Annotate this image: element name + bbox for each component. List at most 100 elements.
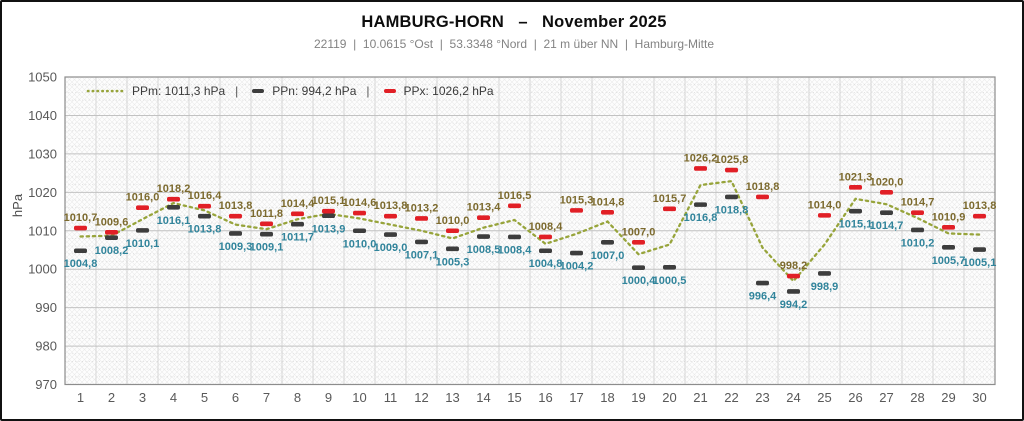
ppn-marker-day-23 <box>756 280 769 286</box>
ppn-marker-day-10 <box>353 228 366 234</box>
ppx-marker-day-19 <box>632 239 645 245</box>
x-tick-8: 8 <box>294 390 301 405</box>
ppn-marker-day-9 <box>322 213 335 219</box>
y-tick-1020: 1020 <box>28 185 57 200</box>
ppn-label-day-30: 1005,1 <box>963 257 997 269</box>
ppx-marker-day-29 <box>942 224 955 230</box>
ppn-marker-day-4 <box>167 205 180 210</box>
legend-item-ppx: PPx: 1026,2 hPa <box>383 84 494 98</box>
x-tick-11: 11 <box>384 390 398 405</box>
ppn-label-day-8: 1011,7 <box>281 232 314 244</box>
y-tick-1030: 1030 <box>28 146 57 161</box>
ppn-marker-day-26 <box>849 208 862 214</box>
ppn-label-day-24: 994,2 <box>780 299 808 311</box>
ppn-marker-day-1 <box>74 248 87 254</box>
ppn-marker-day-2 <box>105 235 118 240</box>
ppn-marker-day-18 <box>601 239 614 245</box>
ppx-label-day-18: 1014,8 <box>591 196 625 208</box>
ppx-marker-day-28 <box>911 210 924 215</box>
ppx-label-day-30: 1013,8 <box>963 200 997 212</box>
chart-header: HAMBURG-HORN – November 2025 22119 | 10.… <box>2 2 1022 51</box>
ppx-label-day-26: 1021,3 <box>839 171 873 183</box>
x-tick-22: 22 <box>724 390 738 405</box>
x-tick-28: 28 <box>910 390 924 405</box>
ppx-marker-day-30 <box>973 213 986 219</box>
ppx-marker-day-4 <box>167 196 180 202</box>
ppn-marker-day-22 <box>725 194 738 200</box>
ppn-label-day-19: 1000,4 <box>622 275 657 287</box>
ppx-label-day-4: 1018,2 <box>157 183 191 195</box>
legend: PPm: 1011,3 hPa | PPn: 994,2 hPa | PPx: … <box>86 84 494 98</box>
x-tick-12: 12 <box>414 390 428 405</box>
ppx-marker-day-9 <box>322 208 335 214</box>
legend-label-ppx: PPx: 1026,2 hPa <box>403 84 494 98</box>
ppx-marker-day-20 <box>663 206 676 212</box>
ppx-label-day-28: 1014,7 <box>901 197 935 209</box>
ppn-marker-day-8 <box>291 221 304 227</box>
ppx-marker-day-21 <box>694 166 707 171</box>
ppn-label-day-10: 1010,0 <box>343 238 377 250</box>
ppm-dotted-line-icon <box>86 89 124 93</box>
ppn-label-day-23: 996,4 <box>749 291 777 303</box>
x-tick-24: 24 <box>786 390 800 405</box>
ppx-label-day-14: 1013,4 <box>467 202 502 214</box>
ppn-label-day-7: 1009,1 <box>250 242 284 254</box>
ppn-marker-day-20 <box>663 264 676 270</box>
y-tick-980: 980 <box>35 339 57 354</box>
ppn-label-day-21: 1016,8 <box>684 212 718 224</box>
ppx-label-day-15: 1016,5 <box>498 190 532 202</box>
ppx-marker-day-17 <box>570 208 583 213</box>
legend-label-ppm: PPm: 1011,3 hPa <box>132 84 226 98</box>
ppx-label-day-13: 1010,0 <box>436 215 470 227</box>
x-tick-30: 30 <box>972 390 986 405</box>
ppn-marker-day-17 <box>570 250 583 256</box>
ppn-marker-day-12 <box>415 239 428 245</box>
ppx-label-day-1: 1010,7 <box>64 212 98 224</box>
x-tick-3: 3 <box>139 390 146 405</box>
ppn-label-day-4: 1016,1 <box>157 215 191 227</box>
x-tick-16: 16 <box>538 390 552 405</box>
x-tick-13: 13 <box>445 390 459 405</box>
ppx-label-day-10: 1014,6 <box>343 197 377 209</box>
ppx-marker-day-3 <box>136 205 149 210</box>
x-tick-19: 19 <box>631 390 645 405</box>
y-tick-970: 970 <box>35 377 57 392</box>
ppn-label-day-14: 1008,5 <box>467 244 501 256</box>
ppx-marker-day-2 <box>105 229 118 235</box>
y-axis-title: hPa <box>10 193 26 218</box>
ppn-marker-day-27 <box>880 210 893 215</box>
ppx-label-day-25: 1014,0 <box>808 199 842 211</box>
ppn-label-day-1: 1004,8 <box>64 258 98 270</box>
ppx-marker-day-1 <box>74 225 87 231</box>
ppx-label-day-3: 1016,0 <box>126 192 160 204</box>
ppx-marker-day-26 <box>849 185 862 190</box>
ppx-label-day-29: 1010,9 <box>932 211 966 223</box>
ppn-marker-day-16 <box>539 248 552 254</box>
x-tick-9: 9 <box>325 390 332 405</box>
ppn-marker-day-3 <box>136 228 149 233</box>
x-tick-29: 29 <box>941 390 955 405</box>
ppn-dash-icon <box>252 89 265 93</box>
ppx-marker-day-12 <box>415 216 428 221</box>
x-tick-5: 5 <box>201 390 208 405</box>
ppn-label-day-17: 1004,2 <box>560 261 594 273</box>
x-tick-20: 20 <box>662 390 676 405</box>
ppx-label-day-21: 1026,2 <box>684 152 718 164</box>
ppx-label-day-20: 1015,7 <box>653 193 687 205</box>
ppx-label-day-19: 1007,0 <box>622 226 656 238</box>
ppn-label-day-13: 1005,3 <box>436 256 470 268</box>
ppn-label-day-22: 1018,8 <box>715 204 749 216</box>
ppn-marker-day-5 <box>198 213 211 219</box>
ppn-label-day-27: 1014,7 <box>870 220 904 232</box>
x-tick-7: 7 <box>263 390 270 405</box>
ppx-marker-day-15 <box>508 203 521 209</box>
ppx-label-day-7: 1011,8 <box>250 208 283 220</box>
x-tick-25: 25 <box>817 390 831 405</box>
ppx-marker-day-14 <box>477 215 490 220</box>
ppn-label-day-20: 1000,5 <box>653 275 687 287</box>
x-tick-4: 4 <box>170 390 177 405</box>
x-tick-23: 23 <box>755 390 769 405</box>
ppn-label-day-16: 1004,8 <box>529 258 563 270</box>
ppx-label-day-23: 1018,8 <box>746 181 780 193</box>
ppn-label-day-3: 1010,1 <box>126 238 160 250</box>
